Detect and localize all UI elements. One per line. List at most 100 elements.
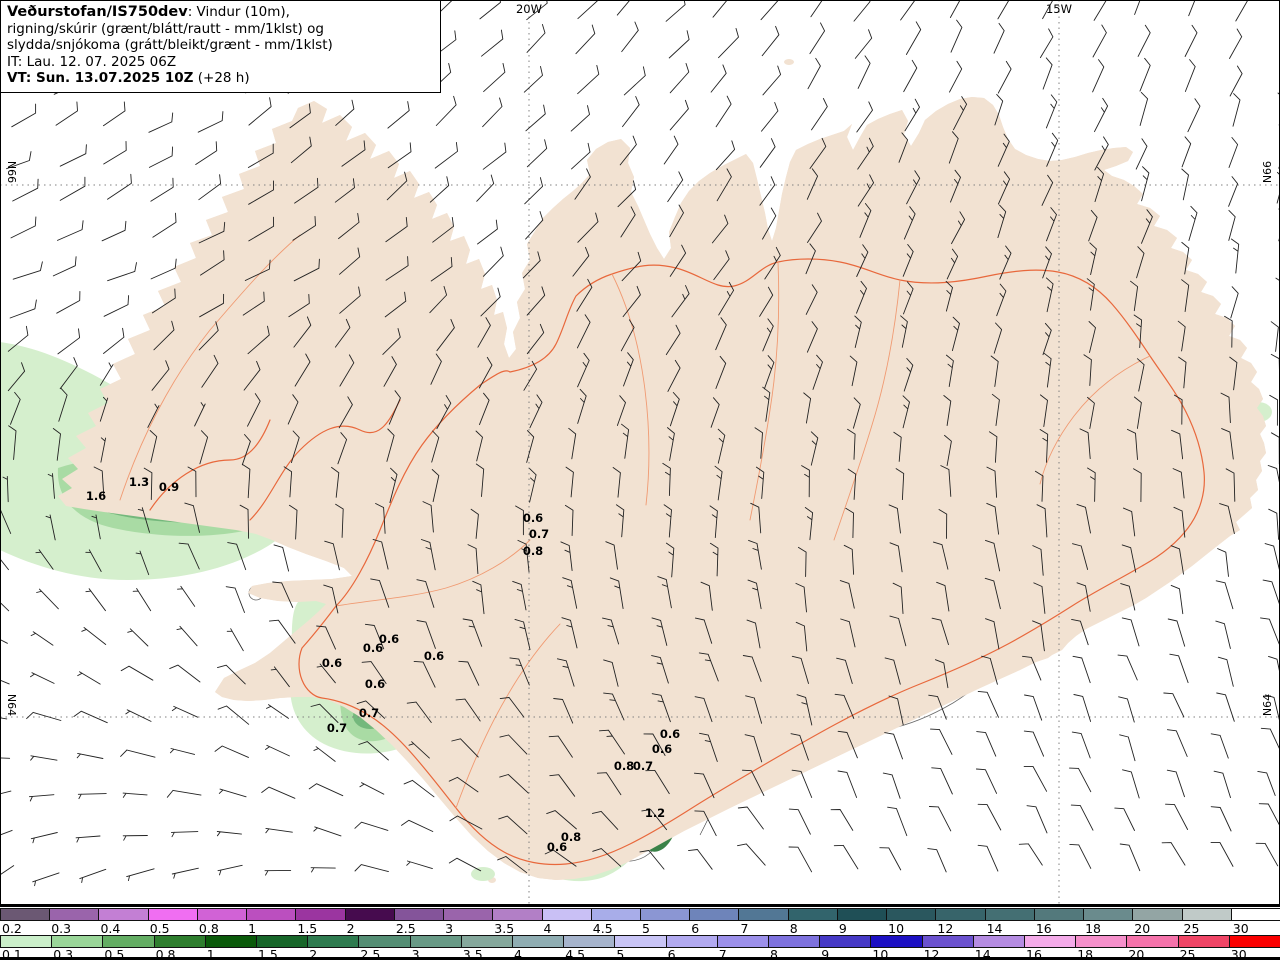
wind-barb: [711, 214, 729, 244]
wind-barb: [85, 588, 106, 612]
wind-barb: [755, 466, 765, 499]
colorbar-segment: [935, 908, 986, 921]
wind-barb: [293, 316, 312, 348]
wind-barb: [1255, 842, 1279, 867]
wind-barb: [1072, 543, 1089, 570]
colorbar-segment: [246, 908, 297, 921]
wind-barb: [385, 256, 409, 281]
wind-barb: [243, 360, 261, 391]
wind-barb: [884, 732, 903, 760]
road-minor: [833, 279, 901, 541]
wind-barb: [759, 176, 776, 206]
wind-barb: [1230, 286, 1239, 319]
wind-barb: [986, 502, 1000, 535]
wind-barb: [273, 544, 290, 572]
wind-barb: [448, 857, 482, 872]
wind-barb: [737, 806, 764, 830]
wind-barb: [12, 261, 43, 280]
wind-barb: [458, 660, 480, 686]
wind-barb: [1188, 0, 1196, 17]
wind-barb: [482, 246, 504, 277]
colorbar-tick-label: 25: [1179, 947, 1196, 960]
wind-barb: [934, 659, 949, 689]
wind-barb: [482, 97, 503, 128]
wind-barb: [1210, 806, 1232, 832]
wind-barb: [854, 29, 873, 59]
wind-barb: [216, 831, 242, 837]
wind-barb: [1229, 65, 1243, 97]
wind-barb: [928, 694, 947, 720]
wind-barb: [663, 135, 679, 165]
wind-barb: [1121, 544, 1137, 573]
wind-barb: [1228, 209, 1236, 241]
wind-barb: [416, 620, 436, 649]
wind-barb: [1071, 731, 1091, 759]
wind-barb: [241, 463, 251, 499]
wind-barb: [565, 466, 574, 498]
wind-barb: [905, 21, 922, 55]
wind-barb: [616, 0, 631, 16]
wind-barb: [334, 178, 355, 203]
wind-barb: [560, 541, 573, 572]
wind-barb: [26, 711, 62, 721]
colorbar-tick-label: 2: [309, 947, 318, 960]
wind-barb: [807, 212, 822, 243]
wind-barb: [107, 173, 132, 200]
wind-barb: [884, 657, 901, 685]
wind-barb: [529, 394, 543, 429]
wind-barb: [570, 105, 590, 132]
wind-barb: [797, 546, 807, 577]
wind-barb: [294, 353, 311, 387]
wind-barb: [100, 437, 107, 463]
wind-barb: [900, 315, 908, 348]
colorbar-tick-label: 3: [445, 921, 454, 936]
wind-barb: [1139, 91, 1149, 126]
wind-barb: [1269, 394, 1278, 426]
wind-barb: [688, 849, 713, 870]
road-westfjords: [249, 399, 401, 521]
wind-barb: [1177, 320, 1186, 352]
wind-barb: [11, 103, 37, 128]
colorbar-segment: [541, 908, 592, 921]
wind-barb: [561, 617, 578, 649]
colorbar-segment: [196, 908, 248, 921]
wind-barb: [515, 505, 524, 536]
wind-barb: [888, 695, 904, 726]
wind-barb: [359, 782, 385, 795]
wind-barb: [526, 323, 545, 355]
wind-barb: [169, 748, 196, 755]
wind-barb: [187, 466, 197, 498]
wind-barb: [1133, 314, 1143, 348]
wind-barb: [577, 352, 590, 388]
wind-barb: [436, 318, 455, 352]
precip-value-label: 1.2: [645, 806, 665, 820]
wind-barb: [59, 144, 87, 167]
wind-barb: [1122, 507, 1136, 537]
precip-value-label: 0.6: [365, 677, 385, 691]
wind-barb: [247, 325, 270, 355]
colorbar-tick-label: 0.3: [51, 921, 72, 936]
wind-barb: [292, 216, 316, 241]
colorbar-sleet-snow-labels: 0.2 0.3 0.4 0.5 0.8 1 1.5 2 2.5 3 3.5 4 4.5 5 6 7 8 9 10 12…: [0, 922, 1280, 935]
wind-barb: [47, 473, 55, 499]
wind-barb: [930, 728, 953, 755]
wind-barb: [12, 178, 39, 202]
wind-barb: [996, 283, 1007, 317]
wind-barb: [526, 23, 546, 53]
wind-barb: [621, 251, 642, 282]
wind-barb: [591, 810, 619, 830]
wind-barb: [526, 430, 535, 463]
wind-barb: [1073, 694, 1092, 722]
wind-barb: [975, 768, 998, 794]
wind-barb: [341, 140, 366, 167]
wind-barb: [429, 285, 448, 314]
wind-barb: [272, 581, 294, 608]
colorbar-tick-label: 1: [248, 921, 257, 936]
wind-barb: [759, 286, 774, 317]
colorbar-tick-label: 3: [411, 947, 420, 960]
colorbar-segment: [1033, 908, 1085, 921]
wind-barb: [1114, 807, 1135, 831]
wind-barb: [150, 258, 177, 280]
wind-barb: [990, 355, 999, 387]
wind-barb: [481, 29, 504, 57]
